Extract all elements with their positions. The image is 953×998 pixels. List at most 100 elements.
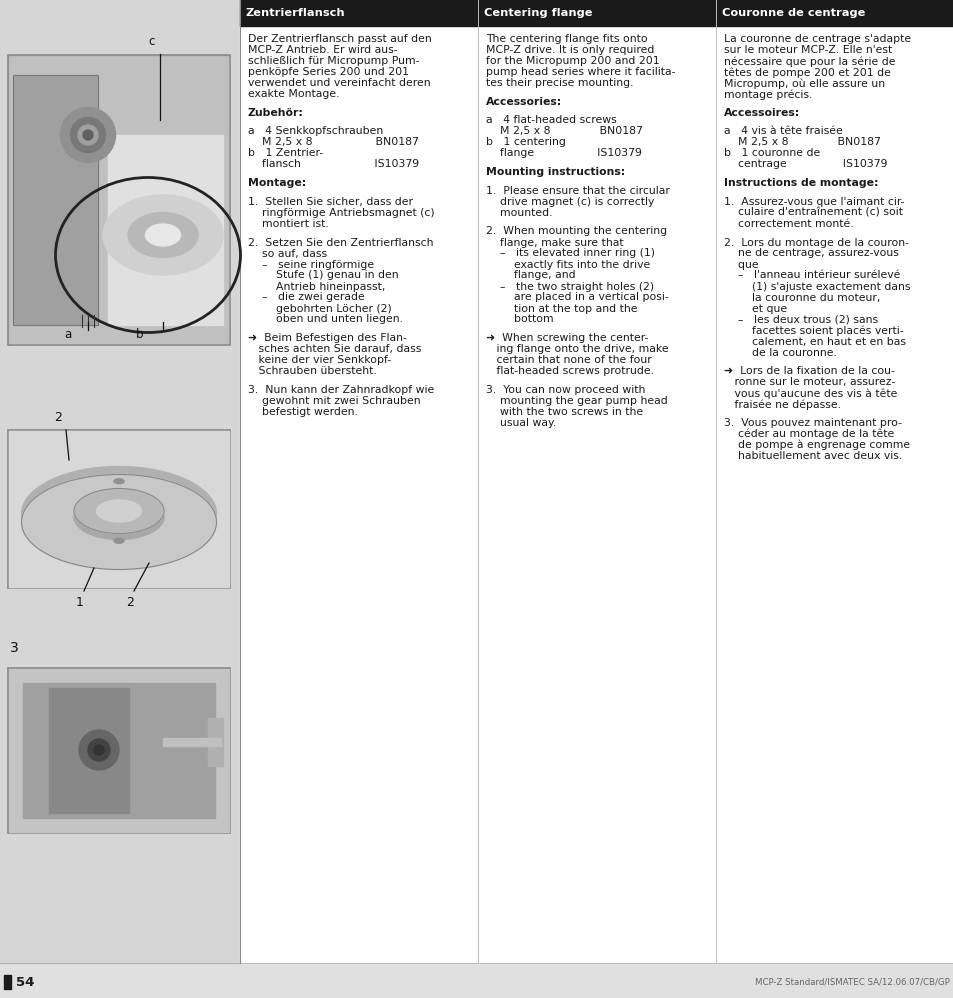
Text: la couronne du moteur,: la couronne du moteur, bbox=[723, 292, 880, 302]
Text: for the Micropump 200 and 201: for the Micropump 200 and 201 bbox=[485, 56, 659, 66]
Bar bbox=[108, 135, 223, 325]
Text: montiert ist.: montiert ist. bbox=[248, 219, 329, 229]
Bar bbox=[8, 55, 230, 345]
Text: et que: et que bbox=[723, 303, 786, 313]
Text: ne de centrage, assurez-vous: ne de centrage, assurez-vous bbox=[723, 249, 898, 258]
Bar bbox=[49, 688, 129, 813]
Text: nécessaire que pour la série de: nécessaire que pour la série de bbox=[723, 56, 895, 67]
Bar bbox=[8, 430, 230, 588]
Text: gewohnt mit zwei Schrauben: gewohnt mit zwei Schrauben bbox=[248, 396, 420, 406]
Bar bbox=[163, 738, 221, 746]
Ellipse shape bbox=[74, 494, 164, 540]
Text: Zentrierflansch: Zentrierflansch bbox=[246, 8, 345, 18]
Ellipse shape bbox=[88, 739, 110, 761]
Text: Couronne de centrage: Couronne de centrage bbox=[721, 8, 864, 18]
Ellipse shape bbox=[103, 195, 223, 275]
Text: tion at the top and the: tion at the top and the bbox=[485, 303, 637, 313]
Bar bbox=[23, 683, 214, 818]
Text: c: c bbox=[149, 35, 155, 48]
Text: exactly fits into the drive: exactly fits into the drive bbox=[485, 259, 650, 269]
Bar bbox=[10, 57, 228, 343]
Bar bbox=[4, 975, 11, 989]
Text: keine der vier Senkkopf-: keine der vier Senkkopf- bbox=[248, 355, 391, 365]
Text: 1.  Assurez-vous que l'aimant cir-: 1. Assurez-vous que l'aimant cir- bbox=[723, 197, 903, 207]
Ellipse shape bbox=[146, 224, 180, 246]
Text: 2.  Lors du montage de la couron-: 2. Lors du montage de la couron- bbox=[723, 238, 908, 248]
Ellipse shape bbox=[113, 538, 124, 543]
Text: –   the two straight holes (2): – the two straight holes (2) bbox=[485, 281, 654, 291]
Text: sur le moteur MCP-Z. Elle n'est: sur le moteur MCP-Z. Elle n'est bbox=[723, 45, 891, 55]
Text: a: a bbox=[64, 328, 71, 341]
Ellipse shape bbox=[96, 500, 141, 522]
Text: Centering flange: Centering flange bbox=[483, 8, 592, 18]
Ellipse shape bbox=[113, 479, 124, 484]
Text: Accessoires:: Accessoires: bbox=[723, 108, 800, 118]
Bar bbox=[13, 75, 98, 325]
Text: habituellement avec deux vis.: habituellement avec deux vis. bbox=[723, 451, 902, 461]
Text: ing flange onto the drive, make: ing flange onto the drive, make bbox=[485, 344, 668, 354]
Text: fraisée ne dépasse.: fraisée ne dépasse. bbox=[723, 399, 841, 410]
Text: 2: 2 bbox=[126, 596, 133, 609]
Text: a   4 flat-headed screws: a 4 flat-headed screws bbox=[485, 116, 616, 126]
Text: que: que bbox=[723, 259, 758, 269]
Text: –   l'anneau intérieur surélevé: – l'anneau intérieur surélevé bbox=[723, 270, 900, 280]
Text: exakte Montage.: exakte Montage. bbox=[248, 89, 339, 99]
Text: usual way.: usual way. bbox=[485, 418, 556, 428]
Text: so auf, dass: so auf, dass bbox=[248, 249, 327, 258]
Ellipse shape bbox=[74, 488, 164, 534]
Text: drive magnet (c) is correctly: drive magnet (c) is correctly bbox=[485, 197, 654, 207]
Text: 1.  Please ensure that the circular: 1. Please ensure that the circular bbox=[485, 186, 669, 196]
Text: flange, make sure that: flange, make sure that bbox=[485, 238, 623, 248]
Text: oben und unten liegen.: oben und unten liegen. bbox=[248, 314, 402, 324]
Text: tes their precise mounting.: tes their precise mounting. bbox=[485, 78, 633, 88]
Text: Accessories:: Accessories: bbox=[485, 97, 561, 107]
Text: –   seine ringförmige: – seine ringförmige bbox=[248, 259, 374, 269]
Text: MCP-Z Antrieb. Er wird aus-: MCP-Z Antrieb. Er wird aus- bbox=[248, 45, 397, 55]
Text: mounted.: mounted. bbox=[485, 208, 552, 218]
Bar bbox=[477, 0, 716, 26]
Text: ➜  Beim Befestigen des Flan-: ➜ Beim Befestigen des Flan- bbox=[248, 333, 406, 343]
Text: ➜  When screwing the center-: ➜ When screwing the center- bbox=[485, 333, 648, 343]
Ellipse shape bbox=[22, 466, 216, 562]
Text: 1.  Stellen Sie sicher, dass der: 1. Stellen Sie sicher, dass der bbox=[248, 197, 413, 207]
Text: b   1 couronne de: b 1 couronne de bbox=[723, 149, 820, 159]
Text: montage précis.: montage précis. bbox=[723, 89, 812, 100]
Text: Zubehör:: Zubehör: bbox=[248, 108, 304, 118]
Text: M 2,5 x 8                  BN0187: M 2,5 x 8 BN0187 bbox=[248, 138, 418, 148]
Text: têtes de pompe 200 et 201 de: têtes de pompe 200 et 201 de bbox=[723, 67, 890, 78]
Text: 3.  You can now proceed with: 3. You can now proceed with bbox=[485, 385, 644, 395]
Text: Schrauben übersteht.: Schrauben übersteht. bbox=[248, 366, 376, 376]
Text: gebohrten Löcher (2): gebohrten Löcher (2) bbox=[248, 303, 392, 313]
Text: centrage                IS10379: centrage IS10379 bbox=[723, 160, 886, 170]
Text: penköpfe Series 200 und 201: penköpfe Series 200 und 201 bbox=[248, 67, 409, 77]
Text: 3.  Vous pouvez maintenant pro-: 3. Vous pouvez maintenant pro- bbox=[723, 418, 901, 428]
Text: La couronne de centrage s'adapte: La couronne de centrage s'adapte bbox=[723, 34, 910, 44]
Text: pump head series where it facilita-: pump head series where it facilita- bbox=[485, 67, 675, 77]
Bar bbox=[13, 75, 98, 325]
Text: 2: 2 bbox=[54, 411, 62, 424]
Text: calement, en haut et en bas: calement, en haut et en bas bbox=[723, 336, 905, 346]
Text: ringförmige Antriebsmagnet (c): ringförmige Antriebsmagnet (c) bbox=[248, 208, 435, 218]
Text: céder au montage de la tête: céder au montage de la tête bbox=[723, 429, 893, 439]
Text: 2.  When mounting the centering: 2. When mounting the centering bbox=[485, 227, 666, 237]
Text: mounting the gear pump head: mounting the gear pump head bbox=[485, 396, 667, 406]
Ellipse shape bbox=[60, 108, 115, 163]
Ellipse shape bbox=[83, 130, 92, 140]
Text: schließlich für Micropump Pum-: schließlich für Micropump Pum- bbox=[248, 56, 419, 66]
Text: certain that none of the four: certain that none of the four bbox=[485, 355, 651, 365]
Text: vous qu'aucune des vis à tête: vous qu'aucune des vis à tête bbox=[723, 388, 897, 398]
Text: ronne sur le moteur, assurez-: ronne sur le moteur, assurez- bbox=[723, 377, 895, 387]
Ellipse shape bbox=[128, 213, 198, 257]
Text: 1: 1 bbox=[76, 596, 84, 609]
Text: MCP-Z Standard/ISMATEC SA/12.06.07/CB/GP: MCP-Z Standard/ISMATEC SA/12.06.07/CB/GP bbox=[755, 977, 949, 986]
Ellipse shape bbox=[79, 730, 119, 770]
Text: –   die zwei gerade: – die zwei gerade bbox=[248, 292, 364, 302]
Ellipse shape bbox=[22, 474, 216, 570]
Text: Micropump, où elle assure un: Micropump, où elle assure un bbox=[723, 78, 884, 89]
Text: 3: 3 bbox=[10, 641, 19, 655]
Text: de pompe à engrenage comme: de pompe à engrenage comme bbox=[723, 440, 909, 450]
Bar bbox=[0, 0, 240, 963]
Text: befestigt werden.: befestigt werden. bbox=[248, 407, 357, 417]
Text: facettes soient placés verti-: facettes soient placés verti- bbox=[723, 325, 902, 336]
Text: 2.  Setzen Sie den Zentrierflansch: 2. Setzen Sie den Zentrierflansch bbox=[248, 238, 433, 248]
